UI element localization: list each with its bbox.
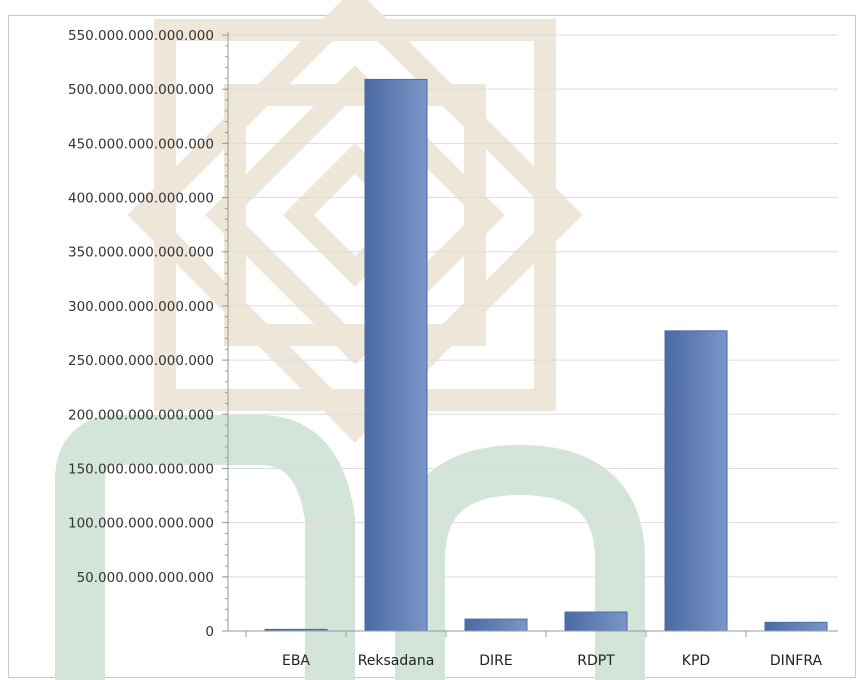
y-tick-label: 50.000.000.000.000: [77, 570, 214, 586]
y-tick-label: 550.000.000.000.000: [68, 28, 214, 44]
watermark-square-shape: [154, 19, 556, 411]
gridlines: [228, 34, 838, 578]
y-tick-label: 500.000.000.000.000: [68, 82, 214, 98]
y-tick-label: 250.000.000.000.000: [68, 353, 214, 369]
y-tick-label: 400.000.000.000.000: [68, 191, 214, 207]
university-logo-watermark: [55, 0, 645, 680]
watermark-arch-right: [395, 444, 645, 680]
y-tick-label: 0: [205, 624, 214, 640]
x-tick-label: RDPT: [577, 653, 615, 669]
bar-dinfra: [764, 621, 828, 632]
bar-rdpt: [564, 611, 628, 632]
watermark-arch-left: [55, 415, 355, 680]
y-tick-label: 100.000.000.000.000: [68, 516, 214, 532]
x-tick-label: DIRE: [479, 653, 512, 669]
x-tick-labels: EBA Reksadana DIRE RDPT KPD DINFRA: [245, 631, 823, 669]
y-tick-label: 350.000.000.000.000: [68, 245, 214, 261]
y-tick-label: 200.000.000.000.000: [68, 407, 214, 423]
axes: [227, 32, 838, 632]
y-tick-label: 300.000.000.000.000: [68, 299, 214, 315]
y-tick-label: 450.000.000.000.000: [68, 136, 214, 152]
bar-dire: [464, 618, 528, 632]
y-tick-label: 150.000.000.000.000: [68, 461, 214, 477]
bar-kpd: [664, 330, 728, 632]
y-tick-labels: 0 50.000.000.000.000 100.000.000.000.000 15…: [68, 28, 228, 640]
x-tick-label: Reksadana: [358, 653, 435, 669]
x-tick-label: KPD: [682, 653, 710, 669]
bar-reksadana: [364, 78, 428, 632]
x-tick-label: EBA: [282, 653, 310, 669]
x-tick-label: DINFRA: [770, 653, 823, 669]
